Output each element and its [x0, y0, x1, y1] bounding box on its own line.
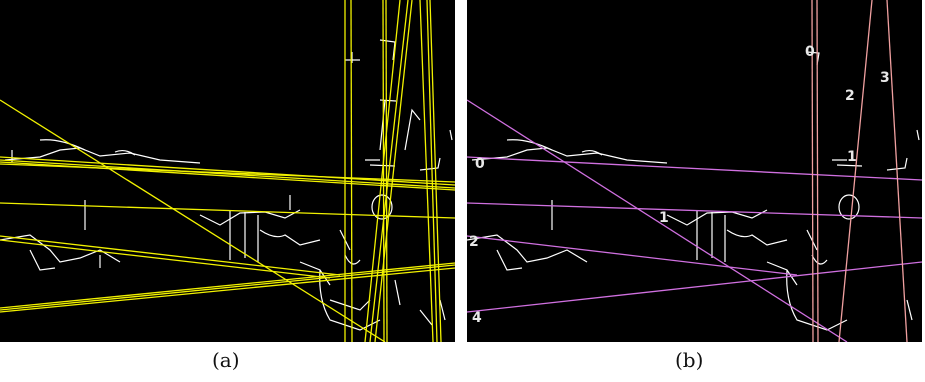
- panel-a-canvas: [0, 0, 455, 342]
- panel-b-image: 0 1 2 3 0 1 2 4: [467, 0, 922, 342]
- label-1-left: 1: [659, 210, 669, 226]
- detected-lines-a: [0, 0, 455, 342]
- panel-b-canvas: 0 1 2 3 0 1 2 4: [467, 0, 922, 342]
- caption-a: (a): [212, 348, 240, 372]
- label-3-top: 3: [880, 70, 890, 86]
- label-2-top: 2: [845, 88, 855, 104]
- label-0-top: 0: [805, 44, 815, 60]
- label-4-left: 4: [472, 310, 482, 326]
- detected-lines-b-vertical: [811, 0, 908, 342]
- label-0-left: 0: [475, 156, 485, 172]
- label-1-top: 1: [847, 149, 857, 165]
- caption-b: (b): [675, 348, 704, 372]
- panel-a-image: [0, 0, 455, 342]
- label-2-left: 2: [469, 234, 479, 250]
